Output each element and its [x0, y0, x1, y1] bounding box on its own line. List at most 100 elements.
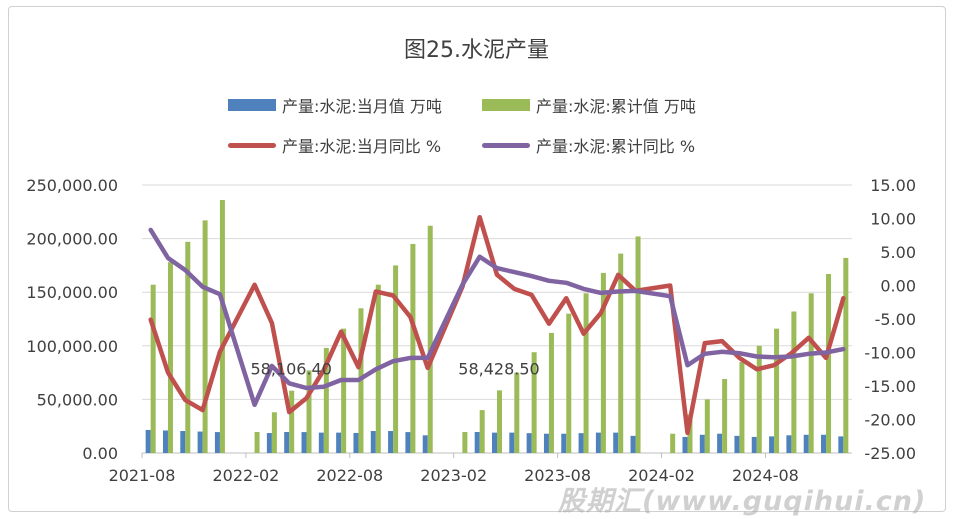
legend-swatch-purple — [482, 142, 530, 148]
bar-monthly — [197, 431, 203, 453]
bar-cumulative — [670, 433, 676, 453]
bar-cumulative — [427, 225, 433, 453]
bar-monthly — [266, 433, 272, 453]
bar-monthly — [630, 435, 636, 453]
y-right-tick-label: -10.00 — [864, 344, 916, 363]
bar-monthly — [301, 432, 307, 453]
bar-monthly — [838, 436, 844, 453]
y-right-tick-label: -15.00 — [864, 377, 916, 396]
bar-monthly — [405, 432, 411, 453]
bar-monthly — [595, 432, 601, 453]
bar-monthly — [734, 435, 740, 453]
bar-monthly — [284, 431, 290, 453]
bar-cumulative — [254, 431, 260, 453]
y-left-tick-label: 250,000.00 — [26, 176, 118, 195]
bar-monthly — [751, 436, 757, 453]
legend-swatch-red — [228, 142, 276, 148]
legend-item-cumulative-yoy: 产量:水泥:累计同比 % — [482, 133, 695, 157]
legend-swatch-green — [482, 99, 530, 111]
bar-monthly — [717, 433, 723, 453]
bar-cumulative — [618, 253, 624, 453]
chart-title: 图25.水泥产量 — [404, 38, 549, 63]
bar-cumulative — [341, 328, 347, 453]
bar-cumulative — [185, 241, 191, 453]
x-tick-label: 2023-08 — [524, 466, 591, 485]
x-tick-label: 2022-08 — [316, 466, 383, 485]
bar-monthly — [613, 432, 619, 453]
bar-cumulative — [566, 313, 572, 453]
bar-monthly — [786, 435, 792, 453]
bar-cumulative — [410, 243, 416, 453]
bar-monthly — [509, 432, 515, 453]
bar-cumulative — [514, 372, 520, 453]
bar-monthly — [180, 431, 186, 453]
y-right-tick-label: -25.00 — [864, 444, 916, 463]
bar-cumulative — [167, 262, 173, 453]
bar-monthly — [682, 436, 688, 453]
bar-cumulative — [548, 332, 554, 453]
watermark: 股期汇(www.guqihui.cn) — [558, 486, 927, 517]
bar-monthly — [162, 430, 168, 453]
bar-cumulative — [687, 414, 693, 453]
bar-cumulative — [704, 399, 710, 453]
x-tick-label: 2024-02 — [628, 466, 695, 485]
legend-label: 产量:水泥:当月值 万吨 — [282, 97, 442, 116]
bar-cumulative — [531, 352, 537, 453]
bar-cumulative — [722, 379, 728, 453]
y-left-tick-label: 100,000.00 — [26, 337, 118, 356]
legend-label: 产量:水泥:累计同比 % — [536, 137, 696, 156]
bar-monthly — [543, 433, 549, 453]
bar-monthly — [388, 431, 394, 453]
bar-monthly — [492, 432, 497, 453]
bar-cumulative — [462, 431, 468, 453]
bar-monthly — [561, 433, 567, 453]
bar-monthly — [803, 434, 809, 453]
y-right-tick-label: 5.00 — [880, 243, 916, 262]
legend-label: 产量:水泥:当月同比 % — [282, 137, 442, 156]
bar-monthly — [769, 436, 775, 453]
bar-monthly — [145, 429, 151, 453]
y-right-tick-label: 10.00 — [870, 210, 916, 229]
bar-cumulative — [219, 200, 225, 453]
y-left-tick-label: 150,000.00 — [26, 283, 118, 302]
bar-cumulative — [202, 220, 208, 453]
bar-monthly — [422, 435, 428, 453]
legend-label: 产量:水泥:累计值 万吨 — [536, 97, 696, 116]
bar-monthly — [370, 431, 376, 453]
line-cumulative-yoy — [148, 227, 846, 408]
y-right-tick-label: 0.00 — [880, 277, 916, 296]
bar-monthly — [336, 432, 342, 453]
x-tick-label: 2021-08 — [109, 466, 176, 485]
bar-cumulative — [150, 284, 156, 453]
bar-cumulative — [323, 347, 329, 453]
bar-monthly — [578, 433, 584, 453]
data-label: 58,106.40 — [250, 360, 331, 379]
bar-cumulative — [808, 293, 814, 453]
bar-cumulative — [600, 272, 606, 453]
bar-monthly — [318, 432, 324, 453]
legend-item-monthly-output: 产量:水泥:当月值 万吨 — [228, 93, 442, 117]
y-right-tick-label: -5.00 — [875, 310, 916, 329]
x-tick-label: 2024-08 — [732, 466, 799, 485]
bar-cumulative — [826, 273, 832, 453]
bar-cumulative — [774, 328, 780, 453]
y-left-tick-label: 0.00 — [82, 444, 118, 463]
chart-frame — [8, 6, 946, 512]
x-tick-label: 2023-02 — [420, 466, 487, 485]
bar-cumulative — [497, 390, 502, 453]
bar-cumulative — [635, 236, 641, 453]
bar-cumulative — [271, 412, 277, 453]
bar-cumulative — [739, 361, 745, 453]
x-tick-label: 2022-02 — [212, 466, 279, 485]
bar-monthly — [353, 432, 359, 453]
bar-cumulative — [791, 311, 797, 453]
bar-monthly — [214, 432, 220, 453]
bar-cumulative — [306, 370, 312, 453]
y-right-tick-label: 15.00 — [870, 176, 916, 195]
data-label: 58,428.50 — [458, 359, 539, 378]
bar-monthly — [821, 434, 827, 453]
bar-cumulative — [479, 410, 485, 453]
y-right-tick-label: -20.00 — [864, 411, 916, 430]
bar-cumulative — [756, 345, 762, 453]
